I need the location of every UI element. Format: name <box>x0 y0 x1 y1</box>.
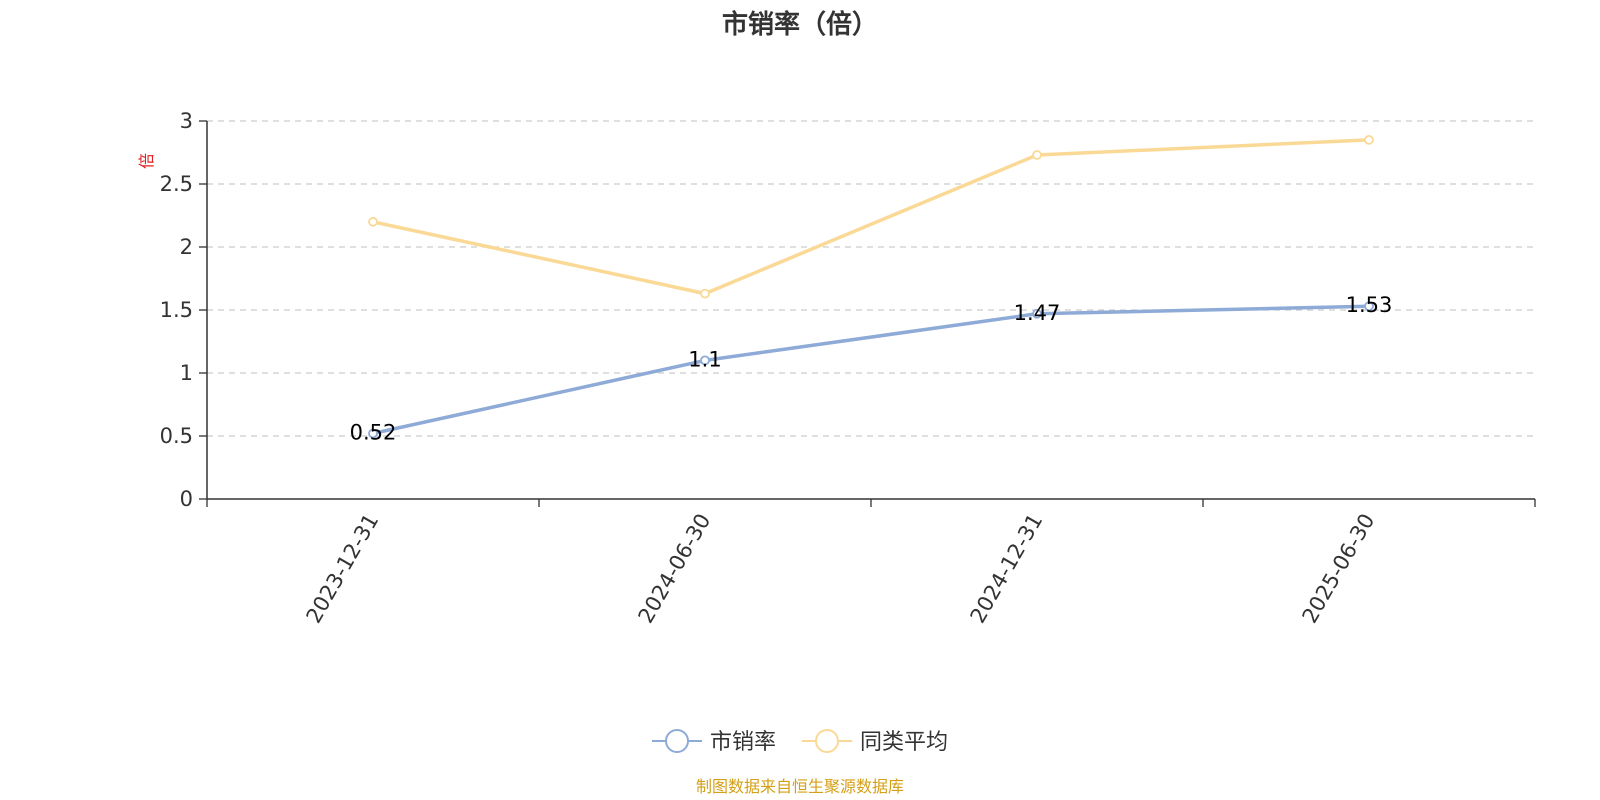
data-point[interactable] <box>368 216 378 227</box>
legend-item[interactable]: 市销率 <box>652 729 776 755</box>
x-axis: 2023-12-31 2024-06-30 2024-12-31 2025-06-30 <box>206 498 1536 628</box>
data-point[interactable] <box>368 428 378 439</box>
x-tick-label: 2023-12-31 <box>302 510 384 628</box>
y-tick-label: 1.5 <box>160 298 193 322</box>
legend-marker-icon <box>665 729 689 753</box>
data-point[interactable] <box>700 288 710 299</box>
y-tick-label: 2.5 <box>160 172 193 196</box>
data-label: 1.1 <box>688 347 721 371</box>
chart-title: 市销率（倍） <box>722 9 878 40</box>
legend-item[interactable]: 同类平均 <box>802 729 948 755</box>
y-tick-label: 0.5 <box>160 424 193 448</box>
x-tick-label: 2025-06-30 <box>1298 510 1380 628</box>
data-source-note: 制图数据来自恒生聚源数据库 <box>696 777 904 796</box>
data-point[interactable] <box>1032 308 1042 319</box>
legend-marker-icon <box>815 729 839 753</box>
series-lines <box>368 134 1374 439</box>
legend[interactable]: 市销率 同类平均 <box>652 729 948 755</box>
y-axis: 0 0.5 1 1.5 2 2.5 3 <box>160 109 208 511</box>
data-labels: 0.52 1.1 1.47 1.53 <box>350 293 1393 444</box>
data-label: 1.47 <box>1014 301 1061 325</box>
y-axis-unit-label: 倍 <box>137 153 156 169</box>
data-label: 0.52 <box>350 420 397 444</box>
data-label: 1.53 <box>1346 293 1393 317</box>
data-point[interactable] <box>1032 150 1042 160</box>
data-point[interactable] <box>1364 301 1374 312</box>
series-line <box>372 304 1370 436</box>
x-tick-label: 2024-12-31 <box>966 510 1048 628</box>
grid-lines <box>207 120 1535 437</box>
legend-label: 市销率 <box>710 730 776 755</box>
data-point[interactable] <box>700 355 710 366</box>
y-tick-label: 0 <box>180 487 193 511</box>
x-tick-label: 2024-06-30 <box>634 510 716 628</box>
legend-label: 同类平均 <box>860 730 948 755</box>
y-tick-label: 1 <box>180 361 193 385</box>
data-point[interactable] <box>1364 134 1374 145</box>
y-tick-label: 3 <box>180 109 193 133</box>
y-tick-label: 2 <box>180 235 193 259</box>
series-line <box>372 138 1370 296</box>
